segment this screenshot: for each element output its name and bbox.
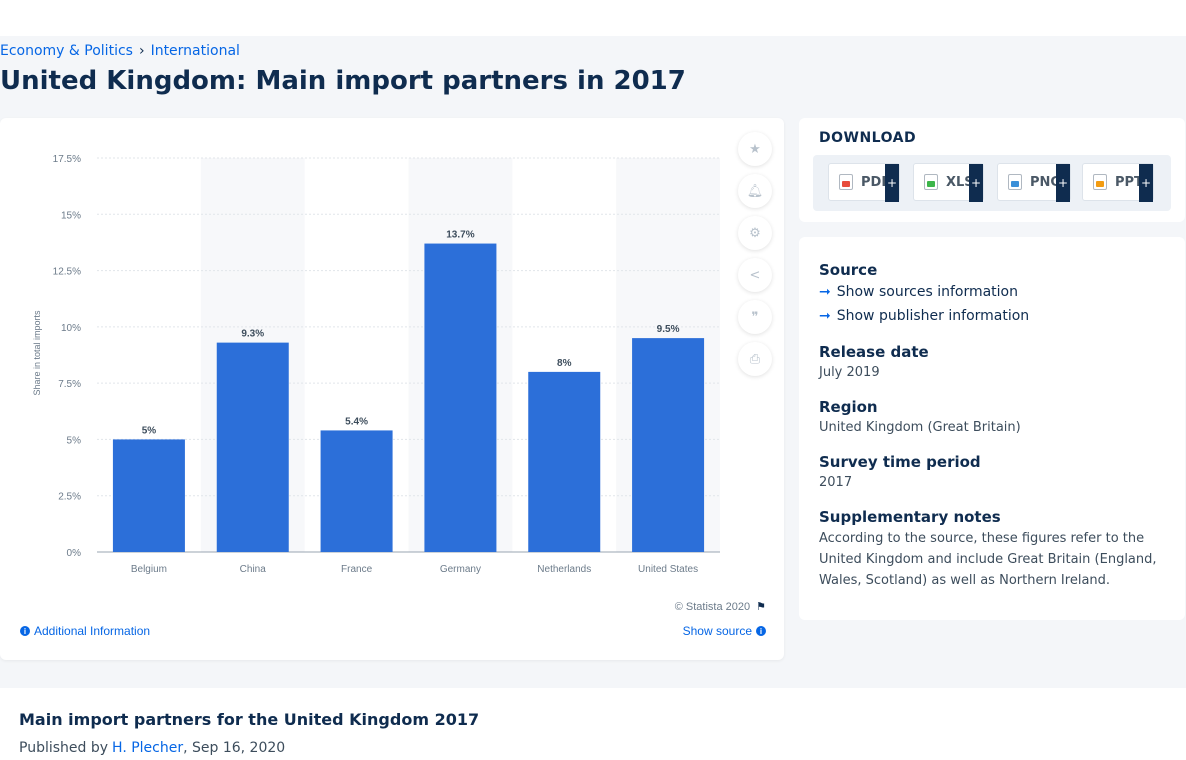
data-label: 8% [557,358,572,369]
survey-period-value: 2017 [819,475,853,490]
x-tick-label: China [240,564,267,575]
download-xls-button[interactable]: XLS + [913,163,984,202]
data-label: 9.5% [657,324,680,335]
supplementary-notes-label: Supplementary notes [819,508,1001,526]
data-label: 5% [142,425,157,436]
gear-icon: ⚙ [749,225,761,241]
additional-information-link[interactable]: i Additional Information [20,624,150,638]
y-tick-label: 10% [61,323,81,334]
supplementary-notes-value: According to the source, these figures r… [819,531,1157,588]
print-icon: ⎙ [749,351,761,367]
data-label: 13.7% [446,230,474,241]
published-line: Published by H. Plecher , Sep 16, 2020 [19,740,285,756]
y-axis-label: Share in total imports [32,310,42,396]
region-label: Region [819,398,878,416]
author-link[interactable]: H. Plecher [112,740,184,756]
download-pdf-button[interactable]: PDF + [828,163,900,202]
source-label: Source [819,261,878,279]
show-sources-link[interactable]: ➞ Show sources information [819,284,1018,300]
breadcrumb-separator: › [138,43,145,59]
additional-information-label: Additional Information [34,624,151,638]
bar-germany [424,243,497,552]
y-tick-label: 5% [67,435,82,446]
description-card: Main import partners for the United King… [0,688,1186,760]
star-icon: ★ [749,141,761,157]
breadcrumb-economy-politics[interactable]: Economy & Politics [0,43,133,59]
region-value: United Kingdom (Great Britain) [819,420,1021,435]
download-ppt-label: PPT [1115,174,1143,190]
info-icon: i [756,626,766,636]
show-publisher-label: Show publisher information [836,308,1030,324]
plus-icon: + [1139,164,1153,202]
statistic-info-card: Source ➞ Show sources information ➞ Show… [799,237,1185,620]
x-tick-label: France [341,564,373,575]
y-tick-label: 7.5% [58,379,81,390]
bar-netherlands [528,371,601,552]
download-card: DOWNLOAD PDF + XLS + PNG + PPT + [799,118,1185,222]
bar-belgium [112,439,185,552]
data-label: 5.4% [345,416,368,427]
x-tick-label: Netherlands [537,564,591,575]
show-publisher-link[interactable]: ➞ Show publisher information [819,308,1029,324]
survey-period-label: Survey time period [819,453,981,471]
x-tick-label: Germany [440,564,481,575]
download-pdf-label: PDF [861,174,891,190]
chart-copyright: © Statista 2020 ⚑ [674,600,766,614]
top-bar [0,0,1186,36]
chart-actions: ★ 🔔︎ ⚙ < ❞ ⎙ [738,132,772,376]
ppt-icon [1093,174,1107,190]
release-date-label: Release date [819,343,929,361]
download-buttons: PDF + XLS + PNG + PPT + [813,155,1171,211]
pdf-icon [839,174,853,190]
download-png-label: PNG [1030,174,1062,190]
published-by-label: Published by [19,740,109,756]
bar-china [216,342,289,552]
bar-chart: 0% 2.5% 5% 7.5% 10% 12.5% 15% 17.5% Share in tot… [32,154,720,575]
bar-france [320,430,393,552]
arrow-right-icon: ➞ [819,308,831,324]
download-title: DOWNLOAD [819,130,917,146]
show-source-link[interactable]: Show source i [683,624,766,638]
plus-icon: + [1056,164,1070,202]
bar-united-states [632,338,705,552]
download-png-button[interactable]: PNG + [997,163,1071,202]
y-tick-label: 12.5% [53,267,81,278]
y-tick-label: 2.5% [58,492,81,503]
show-source-label: Show source [682,624,752,638]
plus-icon: + [885,164,899,202]
info-icon: i [20,626,30,636]
y-tick-label: 0% [67,548,82,559]
xls-icon [924,174,938,190]
data-label: 9.3% [241,329,264,340]
page-title: United Kingdom: Main import partners in … [0,66,686,96]
y-tick-label: 15% [61,210,81,221]
png-icon [1008,174,1022,190]
download-ppt-button[interactable]: PPT + [1082,163,1154,202]
arrow-right-icon: ➞ [819,284,831,300]
copyright-text: © Statista 2020 [674,600,751,613]
chart-card: 0% 2.5% 5% 7.5% 10% 12.5% 15% 17.5% Share in tot… [0,118,784,660]
share-icon: < [749,267,761,283]
x-tick-label: United States [638,564,698,575]
release-date-value: July 2019 [819,365,880,380]
flag-icon[interactable]: ⚑ [756,601,766,613]
description-title: Main import partners for the United King… [19,710,480,729]
y-tick-label: 17.5% [53,154,81,165]
breadcrumb-international[interactable]: International [150,43,240,59]
favorite-button[interactable]: ★ [738,132,772,166]
notification-button[interactable]: 🔔︎ [738,174,772,208]
bell-icon: 🔔︎ [746,183,764,199]
share-button[interactable]: < [738,258,772,292]
x-tick-label: Belgium [131,564,167,575]
download-xls-label: XLS [946,174,974,190]
settings-button[interactable]: ⚙ [738,216,772,250]
quote-icon: ❞ [751,309,759,325]
plus-icon: + [969,164,983,202]
published-date: , Sep 16, 2020 [183,740,286,756]
breadcrumb: Economy & Politics › International [0,43,240,59]
cite-button[interactable]: ❞ [738,300,772,334]
print-button[interactable]: ⎙ [738,342,772,376]
show-sources-label: Show sources information [836,284,1018,300]
